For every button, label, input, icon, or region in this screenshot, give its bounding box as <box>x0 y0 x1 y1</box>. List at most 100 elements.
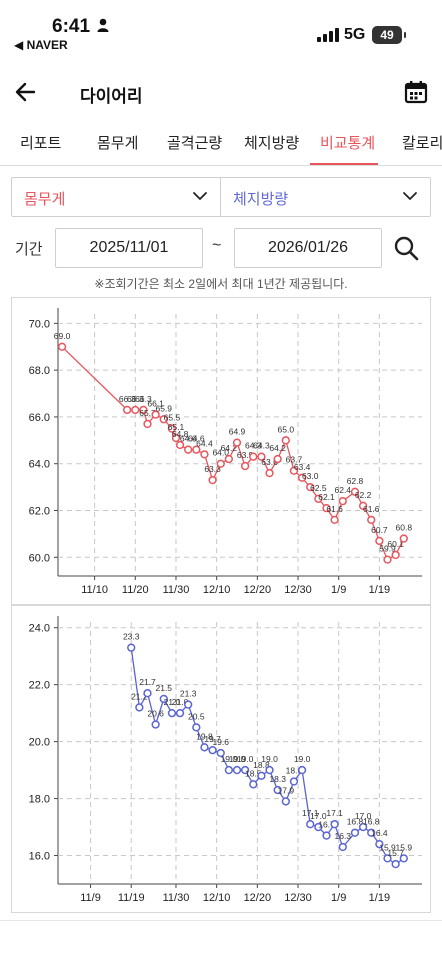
data-label: 18.3 <box>269 774 286 784</box>
tab-muscle[interactable]: 골격근량 <box>167 135 223 152</box>
y-tick-label: 16.0 <box>29 851 50 863</box>
chevron-down-icon <box>193 192 207 200</box>
x-tick-label: 1/19 <box>369 584 390 596</box>
data-point <box>224 454 234 464</box>
data-label: 62.8 <box>347 476 364 486</box>
start-date-field[interactable]: 2025/11/01 <box>55 228 203 268</box>
app-header: 다이어리 <box>0 66 442 118</box>
data-label: 63.3 <box>204 464 221 474</box>
x-tick-label: 1/19 <box>369 892 390 904</box>
data-label: 15.9 <box>396 842 413 852</box>
calendar-icon[interactable] <box>404 80 428 104</box>
data-point <box>358 501 368 510</box>
data-label: 20.5 <box>188 711 205 721</box>
metric-select-right[interactable]: 체지방량 <box>221 178 430 216</box>
data-label: 64.0 <box>212 448 229 458</box>
data-label: 63.6 <box>261 457 278 467</box>
data-point <box>143 689 152 698</box>
y-tick-label: 60.0 <box>29 552 50 564</box>
data-point <box>383 555 392 564</box>
data-label: 64.6 <box>188 434 205 444</box>
network-type: 5G <box>344 26 366 43</box>
data-label: 61.6 <box>363 504 380 514</box>
data-label: 66.3 <box>135 394 152 404</box>
data-point <box>240 461 250 471</box>
tab-body-fat[interactable]: 체지방량 <box>244 135 300 152</box>
data-label: 16.8 <box>347 817 364 827</box>
data-point <box>399 854 408 863</box>
data-label: 59.9 <box>379 544 396 554</box>
data-point <box>184 700 193 709</box>
y-tick-label: 70.0 <box>29 318 50 330</box>
data-label: 64.9 <box>229 427 246 437</box>
data-label: 21.0 <box>172 697 189 707</box>
period-label: 기간 <box>15 241 43 258</box>
data-point <box>232 438 242 447</box>
data-label: 17.0 <box>355 811 372 821</box>
tab-weight[interactable]: 몸무게 <box>97 135 139 152</box>
data-label: 66.3 <box>119 394 136 404</box>
y-tick-label: 22.0 <box>29 680 50 692</box>
y-tick-label: 62.0 <box>29 506 50 518</box>
data-point <box>306 482 315 492</box>
tab-calories[interactable]: 칼로리 <box>402 135 442 152</box>
data-label: 60.8 <box>396 523 413 533</box>
data-point <box>391 859 400 869</box>
data-label: 61.6 <box>326 504 343 514</box>
x-tick-label: 12/10 <box>203 584 231 596</box>
data-point <box>123 405 132 415</box>
data-point <box>367 828 376 837</box>
data-label: 16.4 <box>371 828 388 838</box>
weight-chart: 70.0 68.0 66.0 64.0 62.0 60.0 11/10 11/20 11/30 1… <box>29 308 422 596</box>
data-point <box>265 765 274 775</box>
data-point <box>350 828 360 837</box>
active-tab-indicator <box>310 163 378 165</box>
data-label: 19.7 <box>204 734 221 744</box>
data-point <box>143 419 152 429</box>
data-point <box>131 405 140 415</box>
metric-select-left-value: 몸무게 <box>24 191 66 208</box>
data-label: 66.1 <box>147 399 164 409</box>
x-tick-label: 12/30 <box>284 584 312 596</box>
data-point <box>139 405 148 415</box>
data-point <box>330 515 339 525</box>
data-point <box>257 771 266 780</box>
data-point <box>350 487 360 496</box>
tab-bar: 리포트 몸무게 골격근량 체지방량 비교통계 칼로리 <box>0 118 442 166</box>
data-point <box>192 445 201 454</box>
data-label: 64.2 <box>269 443 286 453</box>
x-tick-label: 11/10 <box>81 584 108 596</box>
body-fat-chart: 24.0 22.0 20.0 18.0 16.0 11/9 11/19 11/30 12/10 1… <box>29 616 422 904</box>
data-label: 62.5 <box>310 483 327 493</box>
back-to-app-link[interactable]: ◀ NAVER <box>14 38 68 52</box>
x-tick-label: 12/30 <box>284 892 312 904</box>
end-date-field[interactable]: 2026/01/26 <box>234 228 382 268</box>
arrow-left-icon[interactable] <box>12 78 40 106</box>
data-point <box>314 494 323 503</box>
data-point <box>200 743 209 752</box>
data-label: 63.4 <box>294 462 311 472</box>
data-point <box>297 765 307 775</box>
data-point <box>127 643 136 652</box>
data-label: 17.0 <box>310 811 327 821</box>
chevron-down-icon <box>403 192 417 200</box>
data-point <box>289 466 299 475</box>
data-label: 17.1 <box>302 808 319 818</box>
x-tick-label: 1/9 <box>331 892 346 904</box>
tab-compare-stats[interactable]: 비교통계 <box>320 135 376 152</box>
data-point <box>330 820 339 829</box>
data-point <box>159 415 168 424</box>
data-point <box>375 536 384 546</box>
data-point <box>224 765 234 775</box>
metric-select-left[interactable]: 몸무게 <box>12 178 221 216</box>
data-label: 16.8 <box>363 817 380 827</box>
data-label: 17.9 <box>278 785 295 795</box>
search-icon[interactable] <box>393 235 419 261</box>
data-label: 23.3 <box>123 632 140 642</box>
tab-report[interactable]: 리포트 <box>20 135 62 152</box>
series-line <box>61 346 405 561</box>
data-label: 20.6 <box>147 709 164 719</box>
data-point <box>208 475 217 485</box>
metric-select-right-value: 체지방량 <box>233 191 289 208</box>
data-label: 16.7 <box>318 820 335 830</box>
